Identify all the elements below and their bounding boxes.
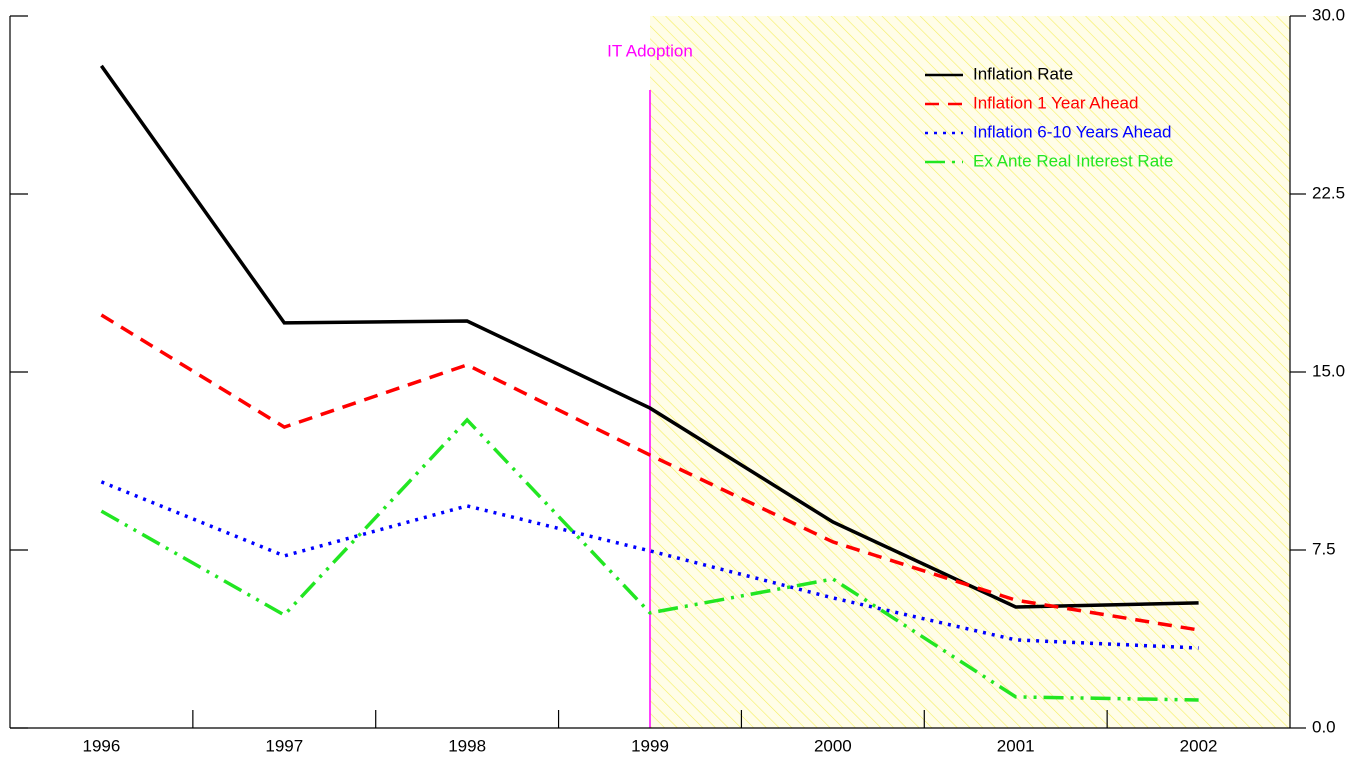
x-tick-label: 2002 — [1180, 736, 1218, 755]
annotation-label: IT Adoption — [607, 41, 693, 60]
legend-label: Inflation 1 Year Ahead — [973, 93, 1138, 112]
legend-label: Inflation Rate — [973, 64, 1073, 83]
x-tick-label: 1996 — [83, 736, 121, 755]
x-tick-label: 1999 — [631, 736, 669, 755]
x-tick-label: 2001 — [997, 736, 1035, 755]
series-line — [99, 64, 1199, 609]
legend-label: Inflation 6-10 Years Ahead — [973, 122, 1172, 141]
y-tick-label: 30.0 — [1312, 5, 1345, 24]
y-tick-label: 15.0 — [1312, 361, 1345, 380]
legend-label: Ex Ante Real Interest Rate — [973, 151, 1173, 170]
series-line — [100, 313, 1199, 632]
y-tick-label: 7.5 — [1312, 539, 1336, 558]
x-tick-label: 2000 — [814, 736, 852, 755]
y-tick-label: 22.5 — [1312, 183, 1345, 202]
y-tick-label: 0.0 — [1312, 717, 1336, 736]
x-tick-label: 1998 — [448, 736, 486, 755]
shaded-region — [650, 16, 1290, 728]
x-tick-label: 1997 — [265, 736, 303, 755]
series-line — [100, 417, 1199, 702]
